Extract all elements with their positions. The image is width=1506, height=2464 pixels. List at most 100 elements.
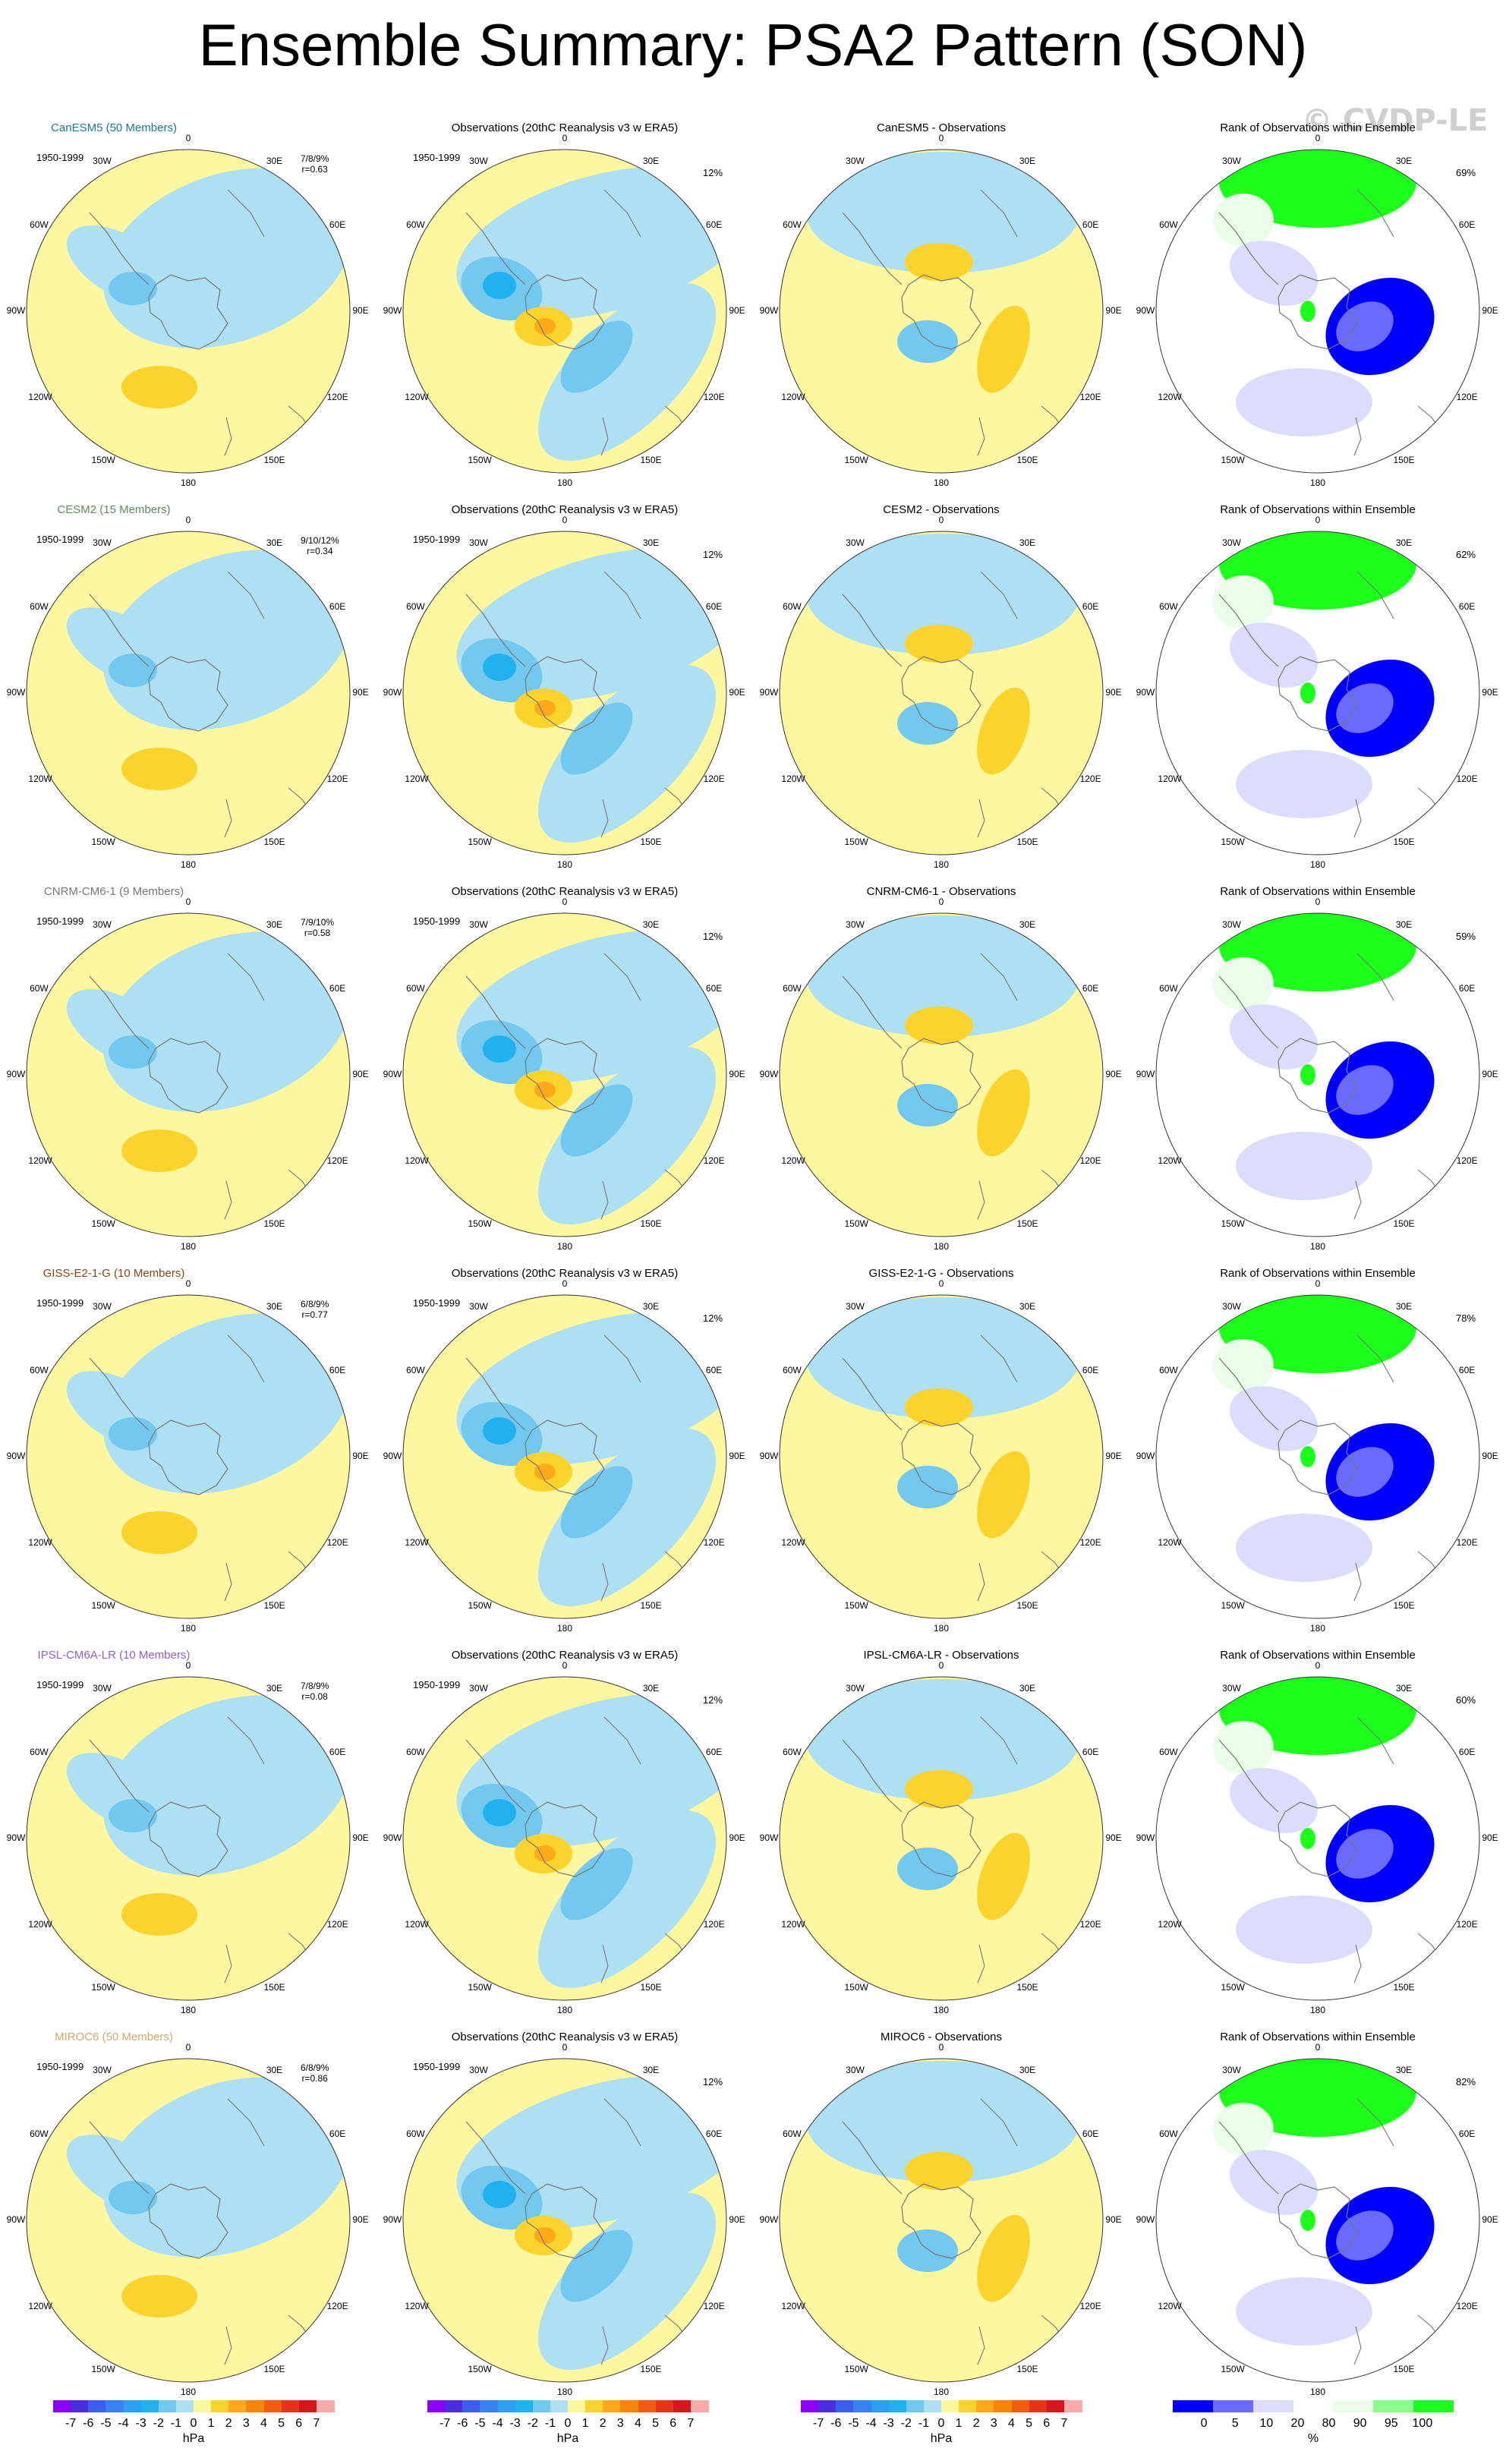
lon-label: 120E: [326, 1918, 348, 1930]
positive-center: [121, 1893, 197, 1936]
lon-label: 90W: [6, 1069, 26, 1079]
south-america-coast: [842, 1739, 903, 1813]
pattern-correlation: r=0.77: [301, 1309, 328, 1320]
colorbar-tick: -2: [527, 2417, 538, 2430]
negative-center: [560, 1466, 633, 1539]
period-label: 1950-1999: [413, 1679, 461, 1690]
colorbar-tick: 2: [599, 2417, 606, 2430]
lon-label: 150E: [263, 2363, 285, 2374]
lon-label: 60W: [30, 600, 49, 612]
antarctica-outline: [901, 1038, 981, 1114]
lon-label: 30E: [1395, 2065, 1413, 2076]
map-border: [779, 1294, 1104, 1619]
lon-label: 60W: [406, 1746, 425, 1757]
antarctica-outline: [901, 274, 981, 350]
colorbar-tick: -4: [865, 2417, 877, 2430]
new-zealand-coast: [600, 1944, 609, 1983]
colorbar-tick: 1: [581, 2417, 589, 2430]
lon-label: 180: [1309, 2387, 1326, 2397]
lon-label: 180: [180, 859, 197, 870]
lon-label: 90W: [759, 1451, 779, 1461]
model-title: MIROC6 (50 Members): [55, 2031, 173, 2043]
lon-label: 30E: [1019, 1683, 1036, 1694]
colorbar-segment: [941, 2400, 959, 2412]
positive-center: [534, 700, 556, 717]
lon-label: 150E: [263, 1218, 285, 1229]
lon-label: 180: [556, 477, 573, 488]
colorbar-segment: [994, 2400, 1012, 2412]
lon-label: 90W: [759, 1069, 779, 1079]
colorbar-segment: [853, 2400, 871, 2412]
lon-label: 30E: [1395, 156, 1413, 167]
lon-label: 90W: [1136, 1069, 1155, 1079]
africa-coast: [980, 571, 1018, 619]
colorbar-segment: [550, 2400, 569, 2412]
observation-map: 0 30E 60E 90E 120E 150E 180 150W 120W 90W 60W 30W Ob…: [376, 2008, 753, 2397]
colorbar-tick: -3: [135, 2417, 147, 2430]
colorbar-segment: [690, 2400, 709, 2412]
colorbar-tick: -5: [848, 2417, 859, 2430]
lon-label: 180: [1309, 1623, 1326, 1634]
antarctica-outline: [1278, 1038, 1358, 1114]
lon-label: 0: [938, 2042, 944, 2053]
colorbar-tick: 0: [1200, 2417, 1208, 2430]
lon-label: 30W: [93, 1301, 112, 1312]
lon-label: 180: [933, 477, 950, 488]
negative-anomaly: [806, 1679, 1079, 1801]
lon-label: 90W: [6, 2214, 26, 2225]
lon-label: 0: [562, 133, 568, 143]
lon-label: 30W: [1222, 2065, 1241, 2076]
colorbar-tick: -4: [118, 2417, 129, 2430]
map-plot: [1155, 1676, 1480, 2001]
period-label: 1950-1999: [413, 1297, 461, 1309]
map-plot: [402, 531, 727, 855]
colorbar-segment: [53, 2400, 71, 2412]
africa-coast: [603, 1334, 641, 1383]
africa-coast: [1356, 1334, 1394, 1383]
difference-title: GISS-E2-1-G - Observations: [868, 1267, 1014, 1280]
south-america-coast: [465, 1739, 526, 1813]
colorbar-tick: 6: [295, 2417, 303, 2430]
lon-label: 60E: [329, 1364, 346, 1375]
colorbar-tick: 20: [1290, 2417, 1305, 2430]
africa-coast: [1356, 2098, 1394, 2147]
rank-high: [1213, 1721, 1274, 1774]
south-america-coast: [89, 594, 150, 667]
lon-label: 180: [1309, 859, 1326, 870]
lon-label: 30E: [642, 537, 660, 549]
lon-label: 90W: [1136, 1451, 1155, 1461]
model-map: 0 30E 60E 90E 120E 150E 180 150W 120W 90W 60W 30W Ca…: [0, 99, 376, 488]
antarctica-outline: [148, 1419, 228, 1495]
lon-label: 150W: [1221, 2363, 1245, 2374]
map-field: [1156, 2059, 1479, 2382]
lon-label: 120W: [405, 1536, 429, 1548]
colorbar-tick: 6: [670, 2417, 677, 2430]
africa-coast: [1356, 571, 1394, 619]
lon-label: 0: [185, 1278, 191, 1289]
negative-anomaly: [806, 152, 1079, 273]
new-zealand-coast: [224, 2326, 232, 2365]
map-border: [1155, 149, 1480, 474]
lon-label: 120W: [28, 1536, 52, 1548]
lon-label: 60E: [705, 600, 723, 612]
map-border: [26, 1294, 351, 1619]
colorbar-tick: 0: [937, 2417, 945, 2430]
map-field: [403, 2059, 726, 2382]
new-zealand-coast: [1353, 417, 1362, 456]
watermark: © CVDP-LE: [1302, 103, 1489, 138]
lon-label: 60E: [1458, 1746, 1476, 1757]
negative-center: [109, 654, 157, 687]
rank-map: 0 30E 60E 90E 120E 150E 180 150W 120W 90W 60W 30W Ra…: [1130, 481, 1506, 870]
difference-map: 0 30E 60E 90E 120E 150E 180 150W 120W 90W 60W 30W CN…: [753, 862, 1130, 1252]
difference-map: 0 30E 60E 90E 120E 150E 180 150W 120W 90W 60W 30W GI…: [753, 1244, 1130, 1634]
map-border: [26, 149, 351, 474]
lon-label: 150W: [468, 454, 492, 465]
negative-center: [897, 2229, 958, 2272]
colorbar-segment: [462, 2400, 480, 2412]
map-border: [26, 1676, 351, 2001]
lon-label: 90W: [383, 2214, 402, 2225]
south-america-coast: [842, 212, 903, 285]
map-border: [26, 531, 351, 855]
lon-label: 150E: [1393, 1981, 1415, 1993]
positive-center: [121, 366, 197, 408]
